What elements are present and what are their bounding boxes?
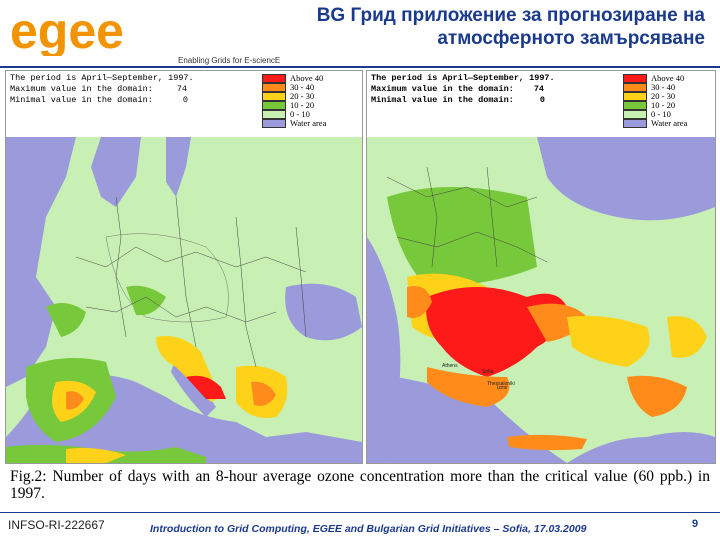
info-row: Maximum value in the domain: 74 <box>371 84 555 95</box>
left-legend: Above 40 30 - 40 20 - 30 10 - 20 0 - 10 … <box>262 74 326 128</box>
legend-swatch <box>623 92 647 101</box>
info-value: 0 <box>182 95 188 105</box>
right-map-panel: The period is April—September, 1997. Max… <box>366 70 716 464</box>
legend-item: Water area <box>623 119 687 128</box>
right-info-block: The period is April—September, 1997. Max… <box>371 73 555 106</box>
page-number: 9 <box>692 518 699 530</box>
legend-swatch <box>623 110 647 119</box>
info-value: 74 <box>533 84 545 94</box>
city-label-izmir: Izmir <box>497 385 508 391</box>
legend-label: Water area <box>290 118 327 129</box>
legend-label: 20 - 30 <box>651 91 676 102</box>
legend-label: Water area <box>651 118 688 129</box>
title-line-2: атмосферното замърсяване <box>437 28 705 49</box>
legend-swatch <box>623 101 647 110</box>
info-row: Minimal value in the domain: 0 <box>371 95 555 106</box>
legend-label: 10 - 20 <box>290 100 315 111</box>
legend-label: Above 40 <box>290 73 324 84</box>
europe-ozone-map <box>6 137 362 463</box>
info-label: The period is April—September, 1997. <box>10 73 194 83</box>
event-title: Introduction to Grid Computing, EGEE and… <box>150 523 587 535</box>
city-label-athens: Athens <box>442 363 458 369</box>
footer-divider <box>0 512 720 513</box>
legend-label: 0 - 10 <box>290 109 310 120</box>
legend-item: Water area <box>262 119 326 128</box>
project-id: INFSO-RI-222667 <box>8 518 105 532</box>
info-label: Maximum value in the domain: <box>10 84 153 94</box>
info-row: The period is April—September, 1997. <box>10 73 194 84</box>
legend-label: 0 - 10 <box>651 109 671 120</box>
legend-swatch <box>262 74 286 83</box>
legend-item: 30 - 40 <box>262 83 326 92</box>
legend-swatch <box>623 119 647 128</box>
legend-item: 20 - 30 <box>623 92 687 101</box>
info-value: 74 <box>176 84 188 94</box>
figure-caption: Fig.2: Number of days with an 8-hour ave… <box>10 468 710 502</box>
info-label: Minimal value in the domain: <box>371 95 514 105</box>
info-value: 0 <box>539 95 545 105</box>
legend-swatch <box>262 110 286 119</box>
legend-swatch <box>623 83 647 92</box>
slide-title: BG Грид приложение за прогнозиране на ат… <box>200 4 705 50</box>
legend-label: 30 - 40 <box>651 82 676 93</box>
legend-item: 0 - 10 <box>262 110 326 119</box>
legend-swatch <box>623 74 647 83</box>
legend-label: 30 - 40 <box>290 82 315 93</box>
legend-swatch <box>262 92 286 101</box>
left-map-panel: The period is April—September, 1997. Max… <box>5 70 363 464</box>
legend-label: 20 - 30 <box>290 91 315 102</box>
legend-item: 0 - 10 <box>623 110 687 119</box>
legend-label: Above 40 <box>651 73 685 84</box>
egee-logo: egee <box>8 3 168 59</box>
city-labels: Athens Sofia Thessaloniki Izmir <box>442 363 515 391</box>
info-row: Minimal value in the domain: 0 <box>10 95 194 106</box>
legend-swatch <box>262 83 286 92</box>
legend-item: 20 - 30 <box>262 92 326 101</box>
info-row: Maximum value in the domain: 74 <box>10 84 194 95</box>
left-info-block: The period is April—September, 1997. Max… <box>10 73 194 106</box>
tagline: Enabling Grids for E-sciencE <box>178 56 281 65</box>
legend-item: Above 40 <box>623 74 687 83</box>
legend-label: 10 - 20 <box>651 100 676 111</box>
legend-swatch <box>262 119 286 128</box>
city-label-thessaloniki: Thessaloniki <box>487 381 515 387</box>
balkans-ozone-map: Athens Sofia Thessaloniki Izmir <box>367 137 715 463</box>
city-label-sofia: Sofia <box>482 369 494 375</box>
legend-swatch <box>262 101 286 110</box>
info-row: The period is April—September, 1997. <box>371 73 555 84</box>
legend-item: 30 - 40 <box>623 83 687 92</box>
title-line-1: BG Грид приложение за прогнозиране на <box>316 5 705 26</box>
header-divider <box>0 66 720 68</box>
info-label: Maximum value in the domain: <box>371 84 514 94</box>
right-legend: Above 40 30 - 40 20 - 30 10 - 20 0 - 10 … <box>623 74 687 128</box>
legend-item: 10 - 20 <box>262 101 326 110</box>
info-label: The period is April—September, 1997. <box>371 73 555 83</box>
legend-item: Above 40 <box>262 74 326 83</box>
logo-letter-e: egee <box>10 6 124 56</box>
info-label: Minimal value in the domain: <box>10 95 153 105</box>
legend-item: 10 - 20 <box>623 101 687 110</box>
